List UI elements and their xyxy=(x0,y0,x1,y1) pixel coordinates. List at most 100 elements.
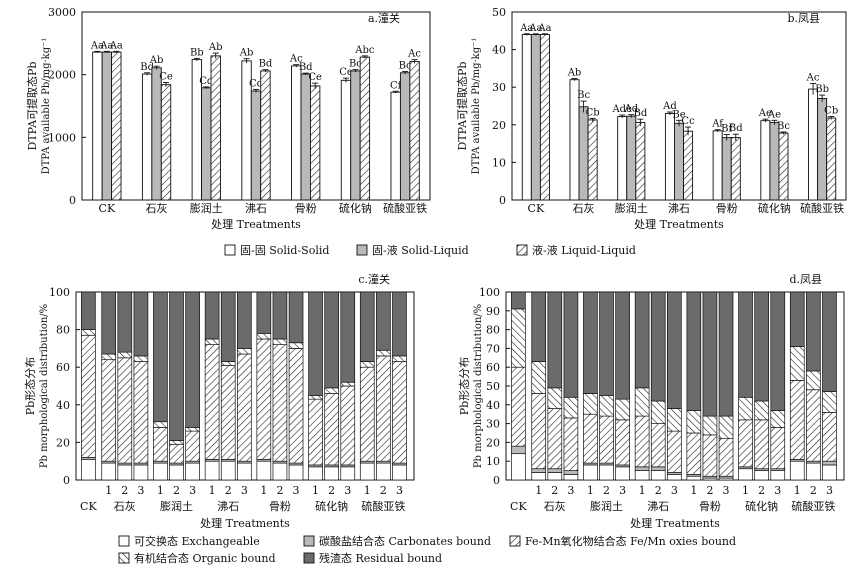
group-label: 硫酸亚铁 xyxy=(791,499,835,513)
y-tick-label: 80 xyxy=(56,324,70,337)
sub-label: 1 xyxy=(312,484,319,497)
stack-segment xyxy=(220,291,236,362)
stack-segment xyxy=(256,333,272,340)
stack-segment xyxy=(718,291,734,417)
sub-label: 2 xyxy=(328,484,335,497)
legend-swatch xyxy=(224,244,236,256)
sub-label: 2 xyxy=(276,484,283,497)
stack-segment xyxy=(650,466,666,471)
y-axis-label-cn: Pb形态分布 xyxy=(24,357,37,415)
stack-segment xyxy=(718,415,734,439)
legend-bottom: 可交换态 Exchangeable 碳酸盐结合态 Carbonates bound… xyxy=(118,534,736,565)
stack-segment xyxy=(531,361,547,394)
stack-segment xyxy=(789,460,805,481)
y-tick-label: 30 xyxy=(492,81,506,94)
significance-label: Ce xyxy=(339,67,353,78)
stack-segment xyxy=(81,334,96,458)
bar xyxy=(826,117,837,201)
y-tick-label: 0 xyxy=(493,474,500,487)
y-tick-label: 10 xyxy=(486,455,500,468)
stack-segment xyxy=(511,291,526,310)
sub-label: 2 xyxy=(551,484,558,497)
sub-label: 2 xyxy=(225,484,232,497)
stack-segment xyxy=(272,291,288,340)
stack-segment xyxy=(547,387,563,409)
bar xyxy=(578,106,589,201)
significance-label: Ade xyxy=(611,104,632,115)
stack-segment xyxy=(686,475,702,481)
bar xyxy=(141,73,153,201)
stack-segment xyxy=(340,291,356,383)
group-label: 沸石 xyxy=(245,202,267,215)
stack-segment xyxy=(272,344,288,462)
significance-label: Bf xyxy=(721,124,733,135)
y-axis-label-cn: DTPA可提取态Pb xyxy=(26,62,39,151)
sub-label: 2 xyxy=(603,484,610,497)
sub-label: 3 xyxy=(826,484,833,497)
stack-segment xyxy=(738,291,753,398)
stack-segment xyxy=(511,308,526,368)
significance-label: Ac xyxy=(806,72,820,83)
stack-segment xyxy=(754,291,769,402)
group-label: 硫酸亚铁 xyxy=(361,499,405,513)
significance-label: Aa xyxy=(109,40,123,51)
panel-title: c.潼关 xyxy=(358,272,390,286)
significance-label: Bc xyxy=(777,121,790,132)
y-axis-label-cn: DTPA可提取态Pb xyxy=(456,62,469,151)
x-axis-label: 处理 Treatments xyxy=(200,517,290,530)
stack-segment xyxy=(634,291,650,389)
legend-swatch xyxy=(516,244,528,256)
stack-segment xyxy=(686,291,702,411)
stack-segment xyxy=(153,427,168,462)
y-tick-label: 50 xyxy=(486,380,500,393)
legend-label: 残渣态 Residual bound xyxy=(319,551,442,565)
bar xyxy=(683,130,694,201)
stack-segment xyxy=(634,470,650,481)
bar xyxy=(350,70,361,201)
stack-segment xyxy=(754,400,769,421)
stack-segment xyxy=(822,464,837,481)
sub-label: 2 xyxy=(121,484,128,497)
stack-segment xyxy=(599,415,614,464)
stack-segment xyxy=(770,410,786,428)
sub-label: 2 xyxy=(810,484,817,497)
y-axis-label-en: Pb morphological distribution/% xyxy=(473,304,484,468)
stack-segment xyxy=(392,361,407,464)
sub-label: 1 xyxy=(157,484,164,497)
stack-segment xyxy=(237,348,252,355)
stack-segment xyxy=(133,291,149,357)
significance-label: Cd xyxy=(249,78,264,89)
significance-label: Aa xyxy=(99,40,113,51)
stack-segment xyxy=(204,291,220,340)
stack-segment xyxy=(101,462,117,481)
sub-label: 1 xyxy=(260,484,267,497)
stack-segment xyxy=(583,464,598,481)
stack-segment xyxy=(153,421,168,428)
sub-label: 1 xyxy=(364,484,371,497)
sub-label: 2 xyxy=(173,484,180,497)
stack-segment xyxy=(117,351,133,359)
group-label: CK xyxy=(510,500,527,513)
group-label: 骨粉 xyxy=(269,500,291,513)
bar xyxy=(300,73,311,201)
stack-segment xyxy=(340,466,356,481)
stack-segment xyxy=(822,291,837,392)
stack-segment xyxy=(340,381,356,387)
panel-a: 0 1000 2000 3000 DTPA可提取态Pb DTPA available Pb… xyxy=(26,6,431,231)
stack-segment xyxy=(599,291,614,396)
group-label: 骨粉 xyxy=(716,202,738,215)
stack-segment xyxy=(101,291,117,355)
stack-segment xyxy=(806,291,821,372)
legend-label: 固-固 Solid-Solid xyxy=(240,244,329,257)
stack-segment xyxy=(220,460,236,481)
significance-label: Ab xyxy=(149,55,164,66)
stack-segment xyxy=(599,395,614,417)
significance-label: Bb xyxy=(190,47,204,58)
y-tick-label: 90 xyxy=(486,305,500,318)
bar xyxy=(160,84,172,201)
bar xyxy=(101,51,113,201)
stack-segment xyxy=(81,291,96,330)
sub-label: 1 xyxy=(794,484,801,497)
stack-segment xyxy=(547,291,563,389)
stack-segment xyxy=(583,393,598,415)
